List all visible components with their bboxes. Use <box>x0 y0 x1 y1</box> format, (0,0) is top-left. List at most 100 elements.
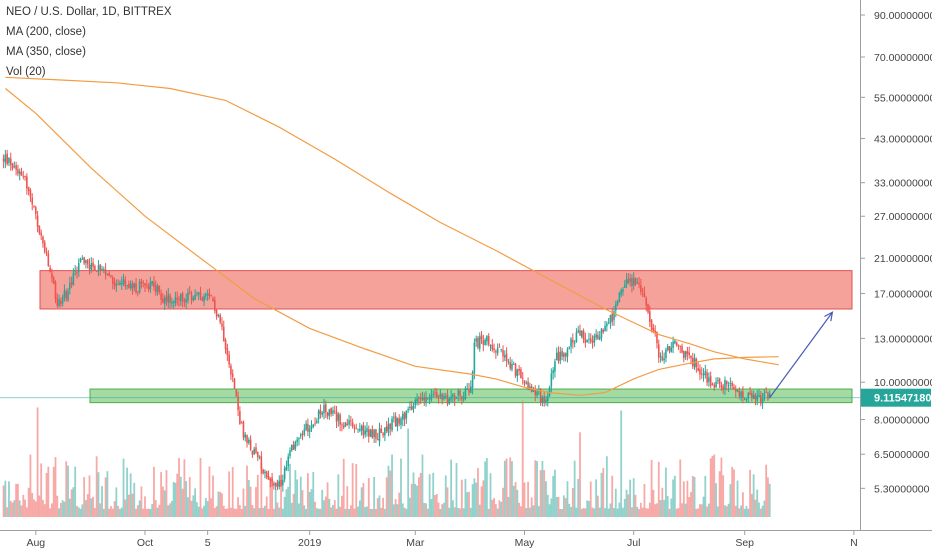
volume-bar <box>403 507 406 517</box>
volume-bar <box>654 504 657 517</box>
candle-body <box>378 428 381 442</box>
candle-body <box>661 356 664 361</box>
candle-body <box>720 384 723 388</box>
candle-body <box>165 296 168 302</box>
volume-bar <box>212 475 214 517</box>
volume-bar <box>106 471 109 517</box>
candle-body <box>749 392 751 395</box>
chart-title[interactable]: NEO / U.S. Dollar, 1D, BITTREX <box>6 6 172 18</box>
candle-body <box>486 336 488 342</box>
volume-bar <box>201 508 204 517</box>
candle-body <box>702 373 705 376</box>
volume-bar <box>34 501 37 517</box>
candle-body <box>645 297 648 306</box>
candle-body <box>325 404 327 413</box>
volume-bar <box>179 476 182 517</box>
volume-bar <box>407 428 410 517</box>
volume-bar <box>235 508 238 517</box>
volume-bar <box>625 489 628 517</box>
indicator-ma200-label[interactable]: MA (200, close) <box>6 26 86 38</box>
candle-body <box>316 420 318 424</box>
volume-bar <box>262 507 265 517</box>
volume-bar <box>29 454 32 517</box>
volume-bar <box>9 500 12 517</box>
volume-bar <box>357 506 359 517</box>
volume-bar <box>724 505 726 517</box>
candle-body <box>489 345 492 347</box>
volume-bar <box>228 471 231 517</box>
candle-body <box>514 363 517 376</box>
candle-body <box>151 281 153 284</box>
candle-body <box>8 157 10 163</box>
volume-bar <box>439 508 442 517</box>
volume-bar <box>478 504 481 517</box>
candle-body <box>242 421 245 438</box>
candle-body <box>76 272 78 274</box>
candle-body <box>564 353 567 357</box>
volume-bar <box>183 459 186 517</box>
date-tick-label: Jul <box>627 537 640 549</box>
candle-body <box>699 369 701 375</box>
volume-bar <box>253 508 256 517</box>
volume-bar <box>425 503 427 517</box>
candle-body <box>178 298 180 300</box>
volume-bar <box>104 477 107 517</box>
volume-bar <box>543 470 546 517</box>
price-tick-label: 6.50000000 <box>874 449 930 461</box>
candle-body <box>606 323 608 327</box>
candle-body <box>760 395 762 404</box>
candle-body <box>523 380 526 384</box>
volume-bar <box>444 475 447 517</box>
candle-body <box>106 273 109 276</box>
candle-body <box>577 330 580 333</box>
candle-body <box>516 369 519 376</box>
candle-body <box>376 439 379 441</box>
candle-body <box>434 392 436 394</box>
price-tick-label: 8.00000000 <box>874 415 930 427</box>
volume-bar <box>280 457 282 517</box>
candle-body <box>665 349 667 359</box>
candle-body <box>274 483 277 487</box>
volume-bar <box>145 508 148 517</box>
volume-bar <box>477 468 479 517</box>
candle-body <box>2 158 5 162</box>
candles <box>2 149 771 492</box>
candle-body <box>296 439 298 443</box>
price-tick-label: 5.30000000 <box>874 483 930 495</box>
candle-body <box>273 482 275 486</box>
volume-bar <box>636 506 639 517</box>
volume-bar <box>294 470 297 517</box>
volume-bar <box>222 505 225 517</box>
volume-bar <box>455 463 458 517</box>
candle-body <box>647 304 649 313</box>
candle-body <box>593 335 596 343</box>
candle-body <box>260 456 263 470</box>
candle-body <box>208 293 211 296</box>
candle-body <box>572 339 574 343</box>
candle-body <box>31 197 34 205</box>
indicator-ma350-label[interactable]: MA (350, close) <box>6 46 86 58</box>
volume-bar <box>93 508 96 517</box>
volume-bar <box>679 459 682 517</box>
volume-bar <box>25 507 28 517</box>
candle-body <box>613 311 615 321</box>
volume-bar <box>196 502 198 517</box>
volume-bar <box>394 499 397 517</box>
candle-body <box>568 347 571 349</box>
candle-body <box>364 430 366 435</box>
volume-bar <box>673 475 676 517</box>
volume-bar <box>131 493 134 517</box>
candle-body <box>373 430 375 437</box>
indicator-volume-label[interactable]: Vol (20) <box>6 66 46 78</box>
volume-bar <box>428 474 431 517</box>
volume-bar <box>494 504 497 517</box>
candle-body <box>543 396 545 403</box>
volume-bar <box>740 505 743 517</box>
candle-body <box>502 350 504 357</box>
volume-bar <box>731 466 734 517</box>
volume-bar <box>299 476 302 517</box>
volume-bar <box>383 508 386 517</box>
candle-body <box>104 269 107 275</box>
